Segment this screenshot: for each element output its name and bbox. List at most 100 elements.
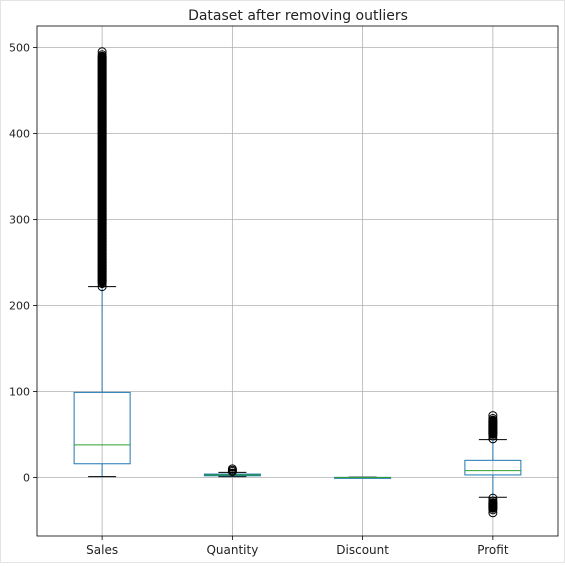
outlier-marker [97,83,107,93]
outlier-marker [97,161,107,171]
outlier-marker [97,74,107,84]
y-tick-label: 300 [9,214,30,227]
outlier-marker [97,270,107,280]
outlier-marker [97,258,107,268]
y-tick-label: 0 [23,472,30,485]
outlier-marker [97,56,107,66]
outlier-marker [97,116,107,126]
outlier-marker [97,185,107,195]
outlier-marker [97,125,107,135]
outlier-marker [97,179,107,189]
outlier-marker [488,434,498,444]
box-quantity [203,464,261,478]
x-tick-label: Quantity [206,543,258,557]
outlier-marker [97,134,107,144]
outlier-marker [97,191,107,201]
outlier-marker [488,493,498,503]
outlier-marker [97,239,107,249]
outlier-marker [97,155,107,165]
outlier-marker [97,89,107,99]
outlier-marker [97,59,107,69]
outlier-marker [488,505,498,515]
outlier-marker [488,508,498,518]
box-sales [73,47,131,478]
outlier-marker [97,158,107,168]
y-tick-label: 400 [9,128,30,141]
upper-outliers [488,415,498,439]
outlier-marker [97,224,107,234]
x-tick-label: Sales [86,543,118,557]
outlier-marker [97,261,107,271]
box-discount [334,476,392,479]
outlier-marker [97,233,107,243]
outlier-marker [97,215,107,225]
outlier-marker [97,143,107,153]
outlier-marker [97,92,107,102]
outlier-marker [97,212,107,222]
outlier-marker [97,273,107,283]
outlier-marker [97,107,107,117]
outlier-marker [97,122,107,132]
y-tick-label: 500 [9,42,30,55]
outlier-marker [97,110,107,120]
outlier-marker [97,62,107,72]
outlier-marker [97,167,107,177]
chart-title: Dataset after removing outliers [188,8,408,24]
outlier-marker [97,65,107,75]
outlier-marker [488,419,498,429]
outlier-marker [97,254,107,264]
outlier-marker [488,413,498,423]
x-tick-label: Discount [336,543,389,557]
outlier-marker [97,47,107,57]
outlier-marker [97,101,107,111]
outlier-marker [97,170,107,180]
outlier-marker [97,146,107,156]
outlier-marker [488,428,498,438]
outlier-marker [97,164,107,174]
outlier-marker [97,194,107,204]
y-tick-label: 200 [9,300,30,313]
outlier-marker [97,173,107,183]
outlier-marker [97,248,107,258]
outlier-marker [488,411,498,421]
outlier-marker [97,197,107,207]
outlier-marker [97,282,107,292]
outlier-marker [97,206,107,216]
outlier-marker [97,218,107,228]
outlier-marker [97,80,107,90]
outlier-marker [97,152,107,162]
outlier-marker [488,431,498,441]
outlier-marker [488,499,498,509]
outlier-marker [97,182,107,192]
outlier-marker [97,113,107,123]
outlier-marker [488,416,498,426]
iqr-box [73,391,131,465]
outlier-marker [488,502,498,512]
outlier-marker [97,119,107,129]
outlier-marker [488,425,498,435]
upper-outliers [97,51,107,287]
iqr-box [464,459,522,476]
outlier-marker [488,422,498,432]
outlier-marker [97,128,107,138]
outlier-marker [97,50,107,60]
outlier-marker [97,200,107,210]
outlier-marker [97,176,107,186]
outlier-marker [97,188,107,198]
outlier-marker [97,86,107,96]
outlier-marker [97,104,107,114]
outlier-marker [97,242,107,252]
outlier-marker [97,276,107,286]
outlier-marker [97,230,107,240]
outlier-marker [97,68,107,78]
outlier-marker [97,131,107,141]
outlier-marker [97,53,107,63]
upper-outliers [227,468,237,472]
outlier-marker [97,98,107,108]
outlier-marker [97,264,107,274]
outlier-marker [97,149,107,159]
x-tick-label: Profit [477,543,509,557]
outlier-marker [227,466,237,476]
